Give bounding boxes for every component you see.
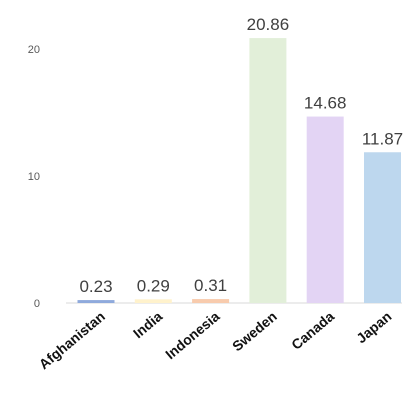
data-label-japan: 11.87	[362, 129, 403, 148]
category-label-sweden: Sweden	[229, 308, 280, 354]
bar-sweden	[249, 38, 287, 303]
category-label-afghanistan: Afghanistan	[36, 308, 108, 372]
data-label-afghanistan: 0.23	[79, 277, 112, 296]
category-label-india: India	[130, 308, 165, 341]
y-axis-ticks: 0 10 20	[28, 44, 40, 310]
y-tick-label: 0	[34, 298, 40, 310]
bar-canada	[306, 116, 344, 304]
bar-japan	[364, 152, 401, 303]
data-label-india: 0.29	[137, 276, 170, 295]
y-tick-label: 20	[28, 44, 40, 56]
bar-afghanistan	[77, 300, 115, 303]
bar-indonesia	[192, 299, 230, 303]
bars	[77, 38, 401, 304]
bar-india	[134, 299, 172, 303]
data-labels: 0.23 0.29 0.31 20.86 14.68 11.87	[79, 15, 403, 296]
y-tick-label: 10	[28, 171, 40, 183]
category-label-canada: Canada	[288, 308, 337, 353]
category-label-japan: Japan	[353, 308, 394, 346]
data-label-sweden: 20.86	[247, 15, 290, 34]
data-label-canada: 14.68	[304, 94, 347, 113]
category-label-indonesia: Indonesia	[162, 308, 223, 362]
data-label-indonesia: 0.31	[194, 276, 227, 295]
